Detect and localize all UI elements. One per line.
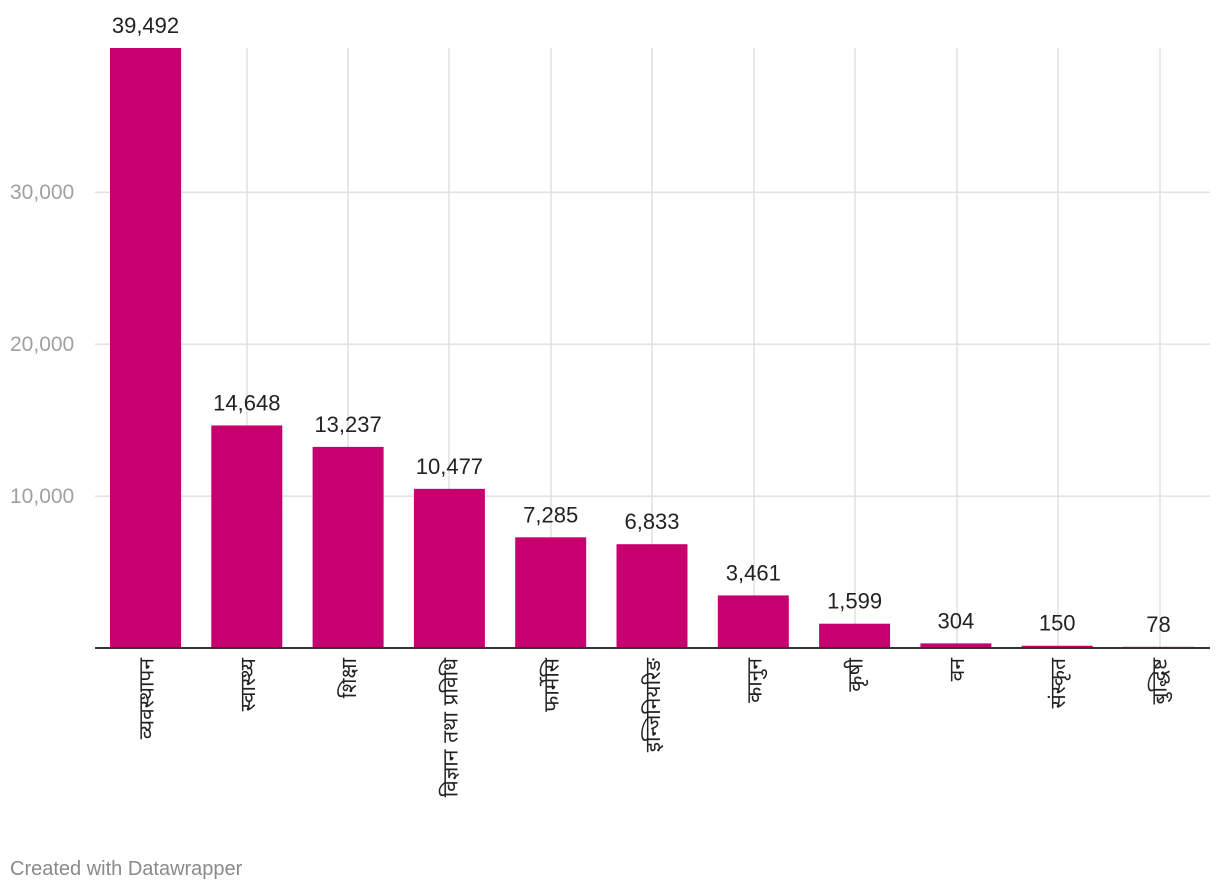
- y-tick-label: 20,000: [10, 333, 74, 356]
- bar: [717, 595, 789, 648]
- bar: [920, 643, 992, 648]
- value-label: 150: [1039, 611, 1076, 636]
- category-label: फार्मेसि: [540, 657, 564, 712]
- bar: [1021, 645, 1093, 648]
- credit-text: Created with Datawrapper: [10, 858, 243, 880]
- bar: [211, 425, 283, 648]
- value-label: 78: [1146, 612, 1170, 637]
- value-label: 7,285: [523, 502, 578, 527]
- y-axis-tick-labels: 10,000 20,000 30,000: [10, 181, 74, 508]
- category-label: विज्ञान तथा प्रविधि: [438, 657, 462, 797]
- bar: [312, 446, 384, 648]
- category-label: इन्जिनियरिङ: [641, 657, 665, 752]
- value-label: 14,648: [213, 390, 280, 415]
- y-tick-label: 10,000: [10, 485, 74, 508]
- category-labels: व्यवस्थापन स्वास्थ्य शिक्षा विज्ञान तथा प्र…: [135, 657, 1173, 797]
- bar: [819, 623, 891, 648]
- value-label: 3,461: [726, 560, 781, 585]
- value-labels: 39,492 14,648 13,237 10,477 7,285 6,833 3,461 1…: [112, 13, 1171, 637]
- value-label: 6,833: [624, 509, 679, 534]
- category-label: व्यवस्थापन: [135, 658, 159, 740]
- category-label: शिक्षा: [337, 657, 361, 698]
- category-label: वन: [945, 658, 969, 682]
- category-label: बुद्धिष्ट: [1148, 657, 1173, 704]
- category-label: संस्कृत: [1046, 657, 1071, 708]
- y-tick-label: 30,000: [10, 181, 74, 204]
- bars: [110, 48, 1194, 648]
- value-label: 1,599: [827, 589, 882, 614]
- category-label: कृषी: [844, 657, 869, 691]
- value-label: 13,237: [314, 412, 381, 437]
- bar: [110, 48, 181, 648]
- category-label: स्वास्थ्य: [236, 657, 260, 711]
- value-label: 304: [938, 608, 975, 633]
- bar: [616, 544, 688, 648]
- category-label: कानुन: [742, 658, 767, 703]
- bar: [515, 537, 587, 648]
- value-label: 10,477: [416, 454, 483, 479]
- credit-footer: Created with Datawrapper: [10, 858, 242, 881]
- bar: [413, 488, 485, 648]
- value-label: 39,492: [112, 13, 179, 38]
